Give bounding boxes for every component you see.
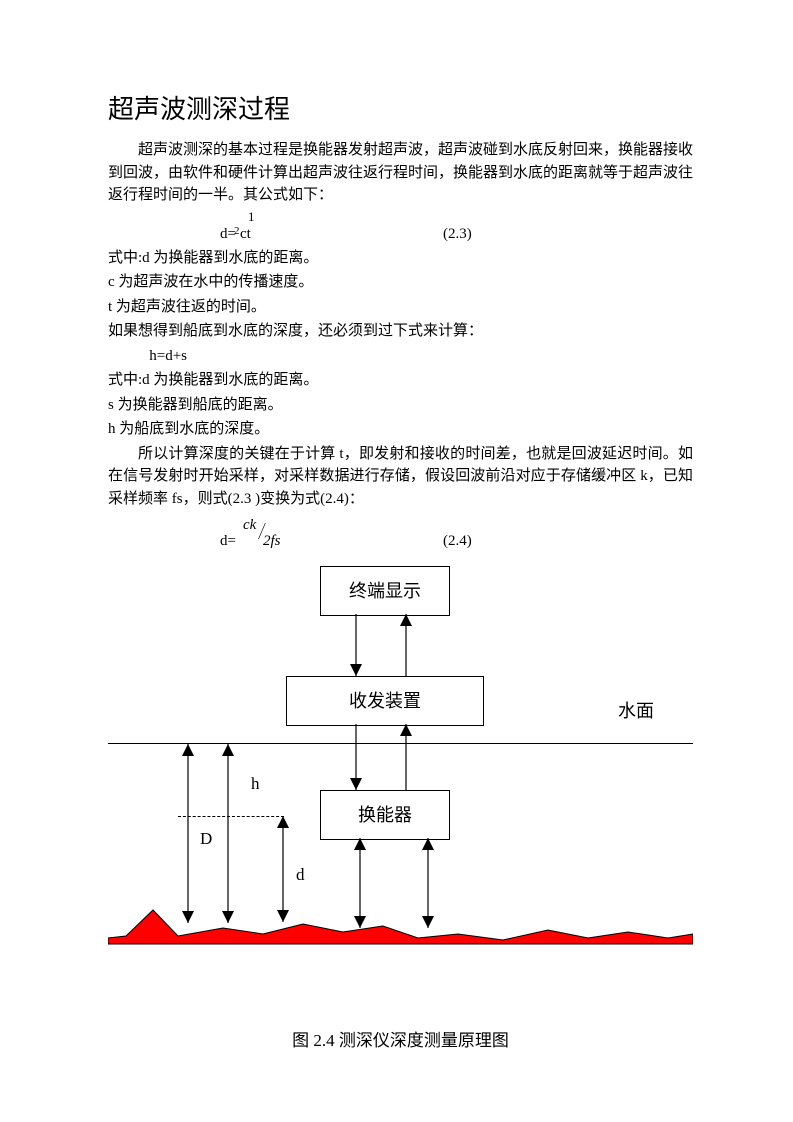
eq1-number: (2.3) [443, 223, 472, 246]
dim-label-d: d [296, 862, 305, 888]
text-line: c 为超声波在水中的传播速度。 [108, 271, 693, 294]
eq2-number: (2.4) [443, 530, 472, 553]
dim-label-D: D [200, 826, 212, 852]
figure-caption: 图 2.4 测深仪深度测量原理图 [108, 1028, 693, 1054]
text-line: s 为换能器到船底的距离。 [108, 394, 693, 417]
text-line: 式中:d 为换能器到水底的距离。 [108, 247, 693, 270]
seabed-shape [108, 910, 693, 944]
text-line: h 为船底到水底的深度。 [108, 418, 693, 441]
equation-2-3: 1 d= 2 ct (2.3) [108, 209, 693, 247]
eq1-ct: ct [240, 223, 251, 246]
eq1-denominator: 2 [234, 223, 240, 240]
dim-label-h: h [251, 771, 260, 797]
eq2-d: d= [220, 530, 236, 553]
text-line: t 为超声波往返的时间。 [108, 296, 693, 319]
text-line: 式中:d 为换能器到水底的距离。 [108, 369, 693, 392]
paragraph-2: 所以计算深度的关键在于计算 t，即发射和接收的时间差，也就是回波延迟时间。如在信… [108, 443, 693, 511]
eq2-bot: 2fs [263, 530, 281, 553]
equation-2-4: d= ck ⁄ 2fs (2.4) [108, 512, 693, 552]
text-line: 如果想得到船底到水底的深度，还必须到过下式来计算： [108, 320, 693, 343]
diagram-depth-measurement: 终端显示收发装置换能器水面hDd [108, 558, 693, 998]
page-title: 超声波测深过程 [108, 90, 693, 129]
eq2-top: ck [243, 514, 256, 537]
paragraph-1: 超声波测深的基本过程是换能器发射超声波，超声波碰到水底反射回来，换能器接收到回波… [108, 139, 693, 207]
diagram-svg [108, 558, 693, 998]
text-line: h=d+s [108, 345, 693, 368]
